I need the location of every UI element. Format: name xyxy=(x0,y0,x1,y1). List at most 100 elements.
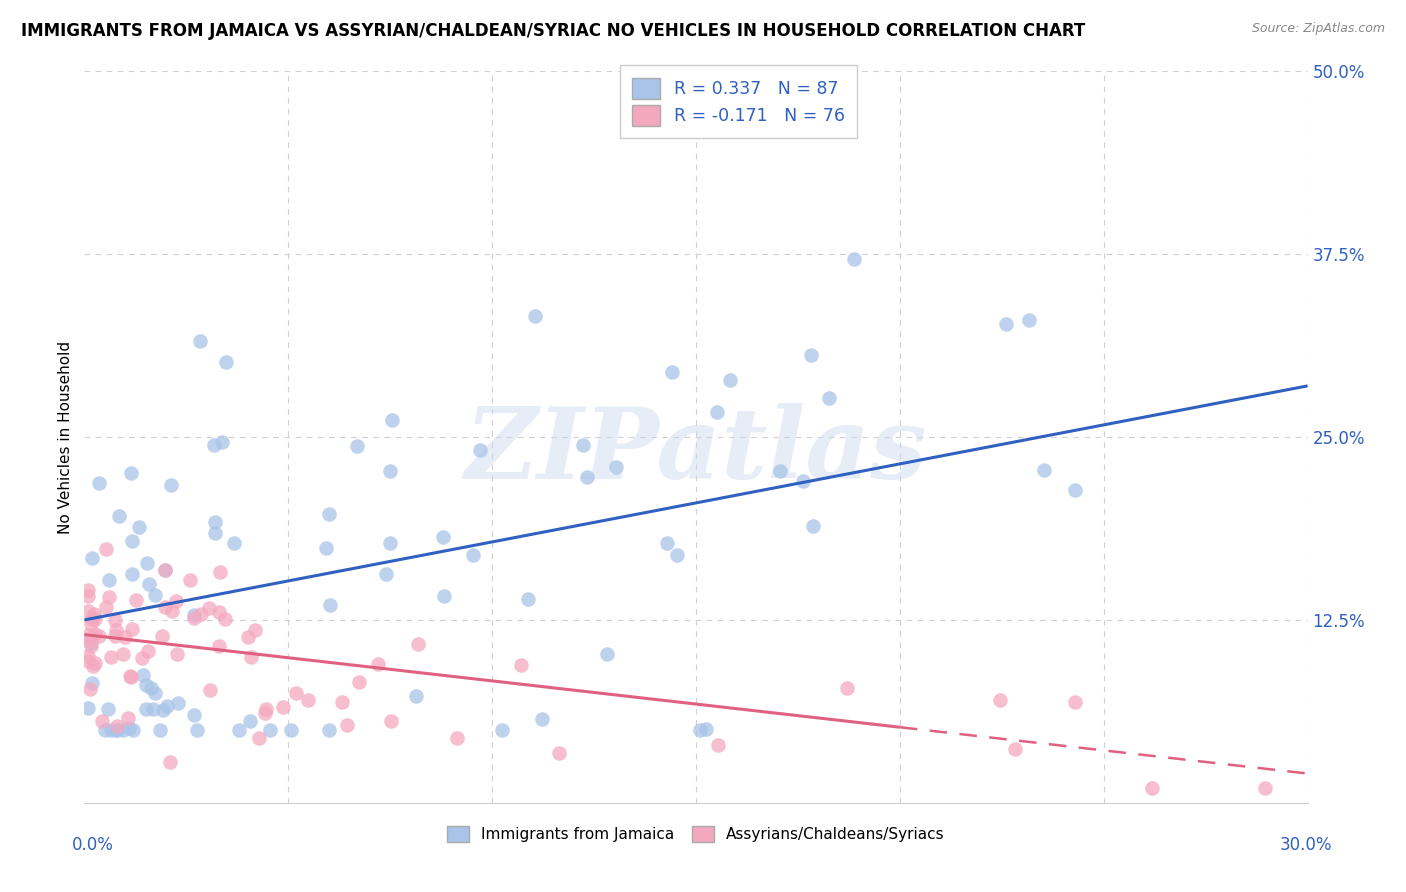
Point xyxy=(367,657,389,672)
Point xyxy=(706,405,728,419)
Point xyxy=(801,518,824,533)
Point xyxy=(77,590,100,604)
Point xyxy=(510,658,533,673)
Point xyxy=(835,681,858,696)
Point xyxy=(236,631,259,645)
Point xyxy=(77,604,100,618)
Point xyxy=(491,723,513,737)
Point xyxy=(121,566,143,581)
Point xyxy=(1142,781,1164,796)
Point xyxy=(156,698,179,713)
Point xyxy=(190,607,212,621)
Point xyxy=(79,681,101,696)
Point xyxy=(183,707,205,722)
Point xyxy=(378,464,401,478)
Point xyxy=(143,589,166,603)
Point xyxy=(254,702,277,716)
Point xyxy=(188,334,211,348)
Point xyxy=(155,563,177,577)
Point xyxy=(83,607,105,622)
Point xyxy=(82,676,104,690)
Point xyxy=(661,365,683,379)
Point xyxy=(318,723,340,737)
Point xyxy=(183,610,205,624)
Point xyxy=(152,703,174,717)
Point xyxy=(80,636,103,650)
Point xyxy=(197,601,219,615)
Point xyxy=(167,696,190,710)
Point xyxy=(100,723,122,737)
Point xyxy=(1064,695,1087,709)
Point xyxy=(530,712,553,726)
Point xyxy=(239,650,262,665)
Point xyxy=(77,648,100,663)
Point xyxy=(121,622,143,636)
Point xyxy=(695,722,717,736)
Point xyxy=(111,723,134,737)
Point xyxy=(77,700,100,714)
Point xyxy=(222,536,245,550)
Point xyxy=(139,681,162,695)
Point xyxy=(280,723,302,737)
Point xyxy=(284,686,307,700)
Point xyxy=(995,317,1018,331)
Point xyxy=(97,701,120,715)
Point xyxy=(128,520,150,534)
Point xyxy=(77,654,100,668)
Point xyxy=(105,719,128,733)
Point xyxy=(1004,741,1026,756)
Point xyxy=(103,613,125,627)
Point xyxy=(125,593,148,607)
Point xyxy=(94,599,117,614)
Point xyxy=(1064,483,1087,497)
Point xyxy=(208,606,231,620)
Point xyxy=(136,556,159,570)
Point xyxy=(346,439,368,453)
Text: ZIPatlas: ZIPatlas xyxy=(465,403,927,500)
Point xyxy=(80,612,103,626)
Point xyxy=(381,412,404,426)
Point xyxy=(208,639,231,653)
Point xyxy=(80,550,103,565)
Point xyxy=(122,723,145,737)
Point xyxy=(77,628,100,642)
Point xyxy=(575,470,598,484)
Point xyxy=(79,617,101,632)
Point xyxy=(1033,463,1056,477)
Point xyxy=(149,723,172,737)
Legend: Immigrants from Jamaica, Assyrians/Chaldeans/Syriacs: Immigrants from Jamaica, Assyrians/Chald… xyxy=(440,818,952,850)
Point xyxy=(330,696,353,710)
Point xyxy=(202,438,225,452)
Point xyxy=(118,722,141,736)
Point xyxy=(186,723,208,737)
Point xyxy=(135,701,157,715)
Point xyxy=(160,477,183,491)
Point xyxy=(153,600,176,615)
Point xyxy=(408,637,430,651)
Point xyxy=(209,565,232,579)
Point xyxy=(374,566,396,581)
Point xyxy=(132,667,155,681)
Point xyxy=(318,507,340,521)
Point xyxy=(100,649,122,664)
Point xyxy=(118,669,141,683)
Point xyxy=(259,723,281,737)
Point xyxy=(605,460,627,475)
Point xyxy=(136,644,159,658)
Point xyxy=(108,509,131,524)
Point xyxy=(1254,781,1277,796)
Point xyxy=(315,541,337,555)
Point xyxy=(162,605,184,619)
Point xyxy=(90,714,112,728)
Point xyxy=(114,630,136,644)
Point xyxy=(94,541,117,556)
Point xyxy=(463,548,485,562)
Point xyxy=(89,629,111,643)
Point xyxy=(82,658,104,673)
Point xyxy=(117,711,139,725)
Point xyxy=(718,373,741,387)
Point xyxy=(183,608,205,623)
Point xyxy=(297,693,319,707)
Point xyxy=(204,516,226,530)
Point xyxy=(120,670,142,684)
